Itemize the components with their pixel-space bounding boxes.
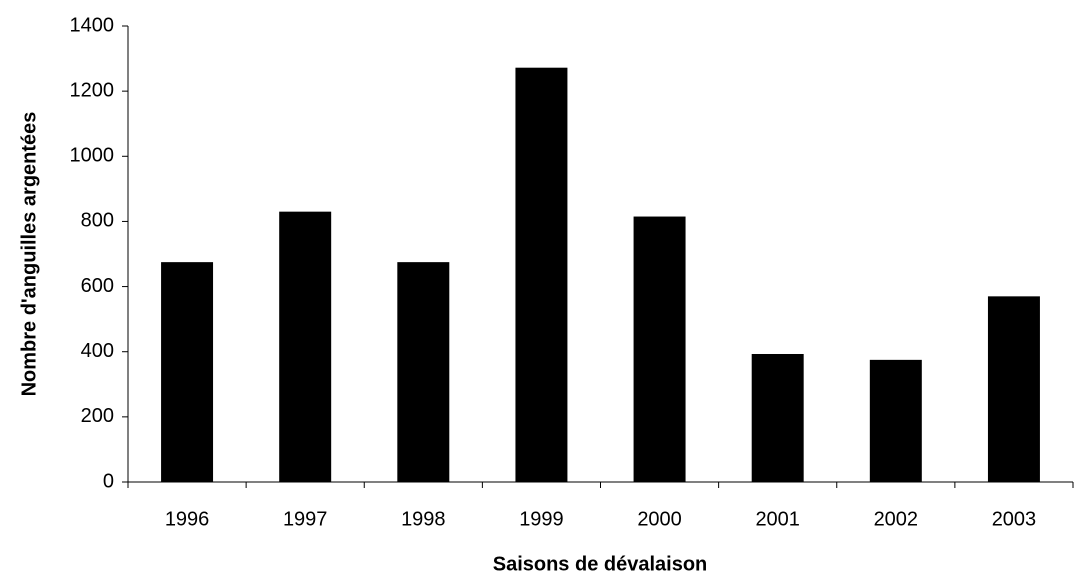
x-tick-label: 2000 [637,508,682,530]
y-tick-label: 1400 [70,14,115,36]
bar [397,262,450,482]
y-axis-title: Nombre d'anguilles argentées [18,112,40,397]
bar [751,353,804,482]
x-tick-label: 1999 [519,508,564,530]
bar [279,211,332,482]
y-tick-label: 1000 [70,145,115,167]
x-tick-label: 2003 [992,508,1037,530]
x-tick-label: 2002 [874,508,919,530]
bar [161,262,214,482]
y-tick-label: 1200 [70,79,115,101]
y-tick-label: 0 [103,470,114,492]
y-tick-label: 800 [81,210,114,232]
bar [633,216,686,483]
x-tick-label: 1996 [165,508,210,530]
x-tick-label: 1997 [283,508,328,530]
bar [515,67,568,482]
x-tick-label: 1998 [401,508,446,530]
x-axis-title: Saisons de dévalaison [493,553,708,575]
x-tick-label: 2001 [755,508,800,530]
y-tick-label: 200 [81,405,114,427]
bar [987,296,1040,482]
y-tick-label: 600 [81,275,114,297]
y-tick-label: 400 [81,340,114,362]
bar [869,359,922,482]
